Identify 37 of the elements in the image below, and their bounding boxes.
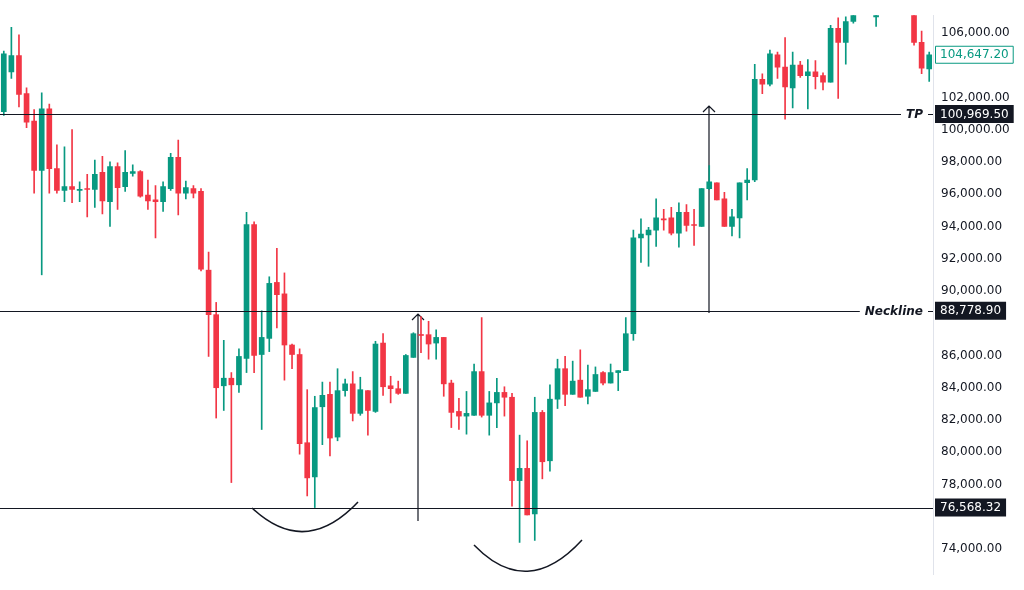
candlestick bbox=[84, 173, 91, 218]
candlestick bbox=[615, 370, 622, 391]
candlestick bbox=[805, 59, 811, 110]
candlestick bbox=[69, 129, 75, 204]
y-tick-label: 82,000.00 bbox=[941, 412, 1003, 427]
y-tick-label: 74,000.00 bbox=[941, 541, 1003, 556]
candlestick bbox=[691, 209, 697, 246]
y-tick-label: 98,000.00 bbox=[941, 154, 1003, 169]
candlestick bbox=[585, 364, 591, 405]
text: 88,778.90 bbox=[940, 303, 1002, 318]
candlestick bbox=[494, 377, 500, 428]
y-tick-label: 100,000.00 bbox=[941, 121, 1010, 136]
candlestick bbox=[418, 316, 424, 353]
text: 76,568.32 bbox=[940, 500, 1002, 515]
candlestick bbox=[456, 397, 462, 430]
candlestick bbox=[145, 179, 151, 210]
ref-line-label: TP bbox=[906, 106, 924, 121]
y-tick-label: 84,000.00 bbox=[941, 379, 1003, 394]
candlestick bbox=[782, 37, 788, 120]
y-tick-label: 106,000.00 bbox=[941, 25, 1010, 40]
y-tick-label: 80,000.00 bbox=[941, 444, 1003, 459]
y-tick-label: 92,000.00 bbox=[941, 250, 1003, 265]
y-tick-label: 96,000.00 bbox=[941, 186, 1003, 201]
candlestick bbox=[638, 218, 644, 263]
y-tick-label: 102,000.00 bbox=[941, 89, 1010, 104]
candlestick bbox=[744, 168, 750, 201]
candlestick bbox=[433, 329, 439, 360]
text: 104,647.20 bbox=[940, 47, 1009, 62]
candlestick bbox=[220, 339, 227, 411]
y-tick-label: 86,000.00 bbox=[941, 347, 1003, 362]
y-tick-label: 90,000.00 bbox=[941, 283, 1003, 298]
ref-line-label: Neckline bbox=[864, 303, 923, 318]
text: 100,969.50 bbox=[940, 106, 1009, 121]
y-tick-label: 78,000.00 bbox=[941, 476, 1003, 491]
candlestick bbox=[274, 247, 280, 329]
y-tick-label: 94,000.00 bbox=[941, 218, 1003, 233]
candlestick bbox=[835, 17, 842, 99]
